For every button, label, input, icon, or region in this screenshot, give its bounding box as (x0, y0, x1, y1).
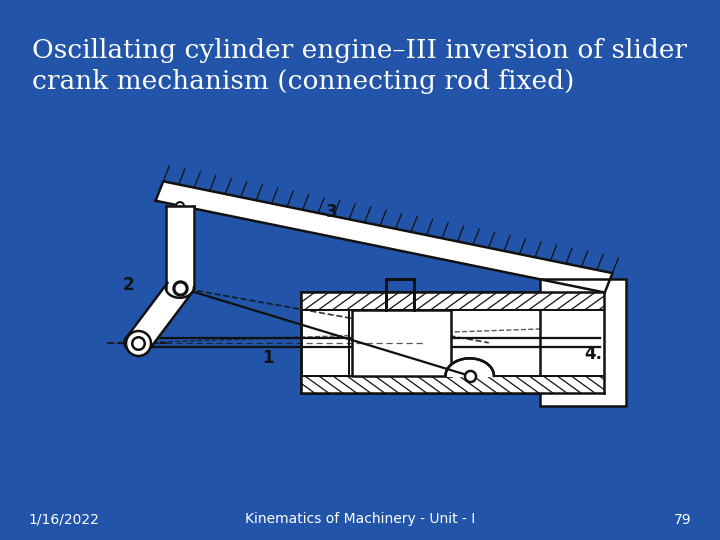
Text: Kinematics of Machinery - Unit - I: Kinematics of Machinery - Unit - I (245, 512, 475, 526)
Text: 1: 1 (263, 349, 274, 367)
Bar (352, 310, 451, 376)
Bar (301, 292, 603, 310)
Bar (301, 292, 603, 393)
Text: 1/16/2022: 1/16/2022 (29, 512, 99, 526)
Text: 79: 79 (674, 512, 691, 526)
Polygon shape (166, 206, 194, 288)
Text: 3: 3 (326, 202, 338, 220)
Polygon shape (446, 359, 494, 376)
Bar (540, 279, 626, 406)
Text: 4.: 4. (585, 345, 603, 363)
Polygon shape (166, 288, 194, 298)
Polygon shape (126, 283, 192, 348)
Text: Oscillating cylinder engine–III inversion of slider
crank mechanism (connecting : Oscillating cylinder engine–III inversio… (32, 38, 688, 94)
Polygon shape (156, 181, 613, 293)
Bar (301, 376, 603, 393)
Text: 2: 2 (122, 276, 134, 294)
